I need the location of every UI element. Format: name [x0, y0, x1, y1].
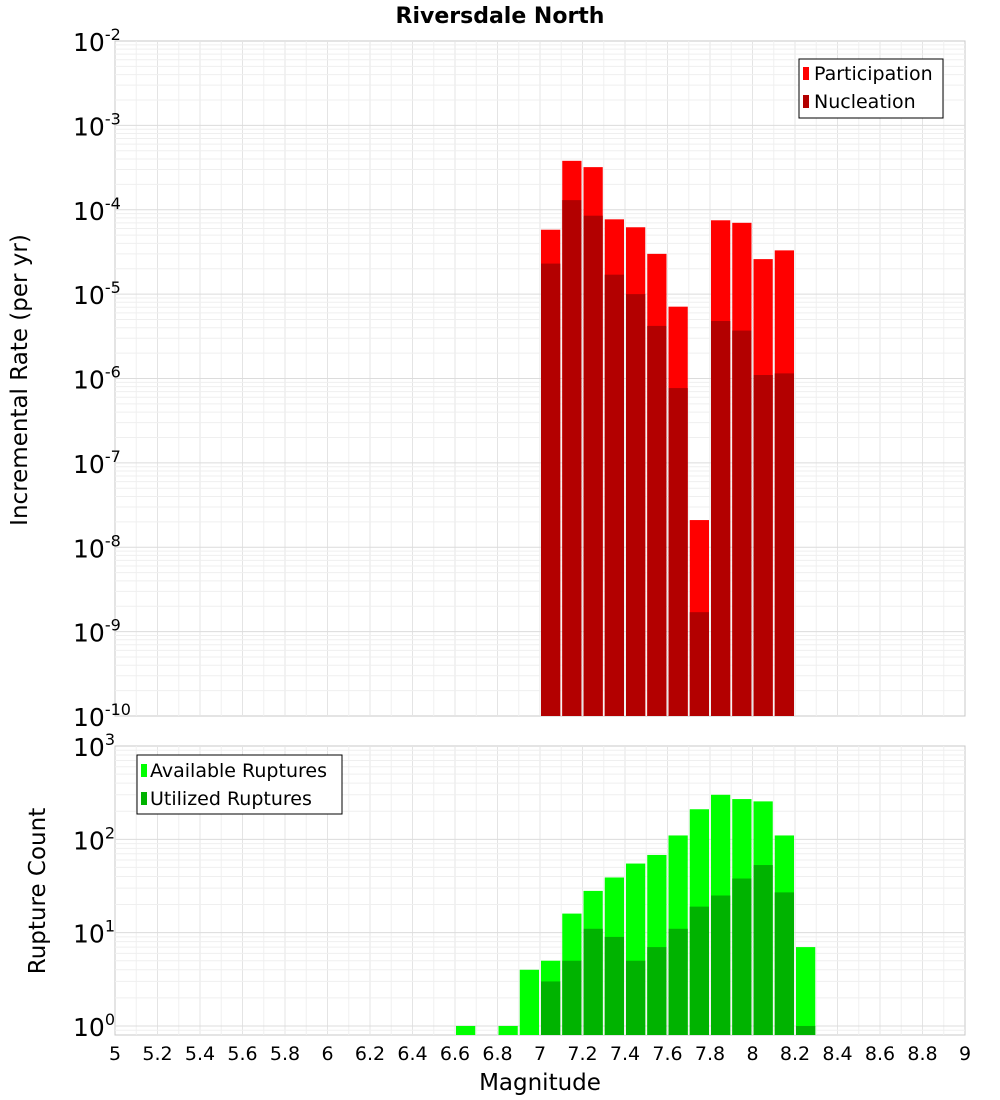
bar-nucleation [732, 330, 752, 716]
top-y-tick-label: 10-8 [73, 531, 121, 563]
x-tick-label: 6.2 [355, 1043, 385, 1065]
bottom-grid [115, 746, 965, 1035]
x-tick-label: 5.4 [185, 1043, 215, 1065]
x-ticks: 5 5.2 5.4 5.6 5.8 6 6.2 6.4 6.6 6.8 7 7.2 7.4 7.6 7.8 8… [109, 1043, 971, 1065]
x-tick-label: 8.2 [780, 1043, 810, 1065]
x-tick-label: 7 [534, 1043, 546, 1065]
bar-utilized-ruptures [732, 878, 752, 1035]
bottom-panel: 100 101 102 103 5 5.2 5.4 5.6 5.8 6 6.2 6.4 6.6 6.8 7… [25, 730, 971, 1096]
x-tick-label: 5.6 [227, 1043, 257, 1065]
top-y-tick-label: 10-3 [73, 109, 121, 141]
bar-utilized-ruptures [796, 1025, 816, 1035]
bar-available-ruptures [796, 947, 816, 1035]
bottom-y-ticks: 100 101 102 103 [73, 730, 115, 1042]
bar-nucleation [583, 215, 603, 717]
x-tick-label: 8 [746, 1043, 758, 1065]
chart-title: Riversdale North [396, 4, 605, 29]
bar-nucleation [626, 294, 646, 716]
top-legend: Participation Nucleation [798, 58, 944, 119]
x-tick-label: 6.6 [440, 1043, 470, 1065]
bar-nucleation [562, 200, 582, 716]
top-y-tick-label: 10-6 [73, 363, 121, 395]
top-panel: 10-10 10-9 10-8 10-7 10-6 10-5 10-4 10-3 10-2 In… [7, 25, 966, 732]
legend-swatch-available [141, 764, 147, 777]
top-y-ticks: 10-10 10-9 10-8 10-7 10-6 10-5 10-4 10-3 10-2 [73, 25, 131, 732]
top-y-tick-label: 10-9 [73, 616, 121, 648]
bar-nucleation [774, 373, 794, 716]
x-tick-label: 7.4 [610, 1043, 640, 1065]
x-tick-label: 5.2 [142, 1043, 172, 1065]
bottom-y-tick-label: 100 [73, 1010, 115, 1042]
x-tick-label: 8.4 [822, 1043, 852, 1065]
top-y-axis-label: Incremental Rate (per yr) [7, 234, 33, 526]
bottom-y-axis-label: Rupture Count [25, 808, 51, 974]
top-legend-box [798, 58, 944, 119]
legend-label-available: Available Ruptures [150, 760, 327, 782]
bar-utilized-ruptures [711, 895, 731, 1035]
bottom-legend-box [136, 754, 343, 815]
legend-label-participation: Participation [814, 63, 933, 85]
bottom-legend: Available Ruptures Utilized Ruptures [136, 754, 343, 815]
bar-utilized-ruptures [626, 960, 646, 1035]
bottom-y-tick-label: 102 [73, 823, 115, 855]
bar-utilized-ruptures [668, 928, 688, 1035]
legend-swatch-participation [803, 67, 809, 80]
legend-swatch-utilized [141, 792, 147, 805]
bar-utilized-ruptures [753, 865, 773, 1035]
top-y-tick-label: 10-7 [73, 447, 121, 479]
top-y-tick-label: 10-10 [73, 700, 131, 732]
x-tick-label: 5 [109, 1043, 121, 1065]
bar-nucleation [647, 325, 667, 716]
top-y-tick-label: 10-2 [73, 25, 121, 57]
bar-available-ruptures [519, 969, 539, 1035]
bottom-y-tick-label: 103 [73, 730, 115, 762]
x-tick-label: 7.6 [652, 1043, 682, 1065]
bar-nucleation [668, 388, 688, 716]
x-tick-label: 7.2 [567, 1043, 597, 1065]
bar-available-ruptures [456, 1025, 476, 1035]
x-tick-label: 8.8 [907, 1043, 937, 1065]
bottom-bars [456, 794, 816, 1035]
bar-nucleation [604, 274, 624, 716]
x-tick-label: 6.4 [397, 1043, 427, 1065]
x-axis-label: Magnitude [479, 1070, 601, 1096]
bar-utilized-ruptures [774, 892, 794, 1035]
bar-utilized-ruptures [647, 947, 667, 1035]
top-grid [115, 41, 965, 716]
bar-utilized-ruptures [689, 906, 709, 1035]
legend-label-utilized: Utilized Ruptures [150, 788, 312, 810]
bar-utilized-ruptures [583, 928, 603, 1035]
bar-nucleation [541, 263, 561, 716]
bar-utilized-ruptures [541, 981, 561, 1035]
bar-nucleation [711, 321, 731, 716]
bottom-y-tick-label: 101 [73, 917, 115, 949]
x-tick-label: 8.6 [865, 1043, 895, 1065]
bar-nucleation [753, 375, 773, 716]
x-tick-label: 6 [321, 1043, 333, 1065]
top-y-tick-label: 10-4 [73, 194, 121, 226]
x-tick-label: 9 [959, 1043, 971, 1065]
legend-label-nucleation: Nucleation [814, 91, 916, 113]
x-tick-label: 6.8 [482, 1043, 512, 1065]
x-tick-label: 7.8 [695, 1043, 725, 1065]
top-y-tick-label: 10-5 [73, 278, 121, 310]
bar-utilized-ruptures [562, 960, 582, 1035]
legend-swatch-nucleation [803, 95, 809, 108]
bar-nucleation [689, 612, 709, 716]
x-tick-label: 5.8 [270, 1043, 300, 1065]
bar-utilized-ruptures [604, 936, 624, 1035]
top-bars [541, 160, 794, 717]
bar-available-ruptures [498, 1025, 518, 1035]
